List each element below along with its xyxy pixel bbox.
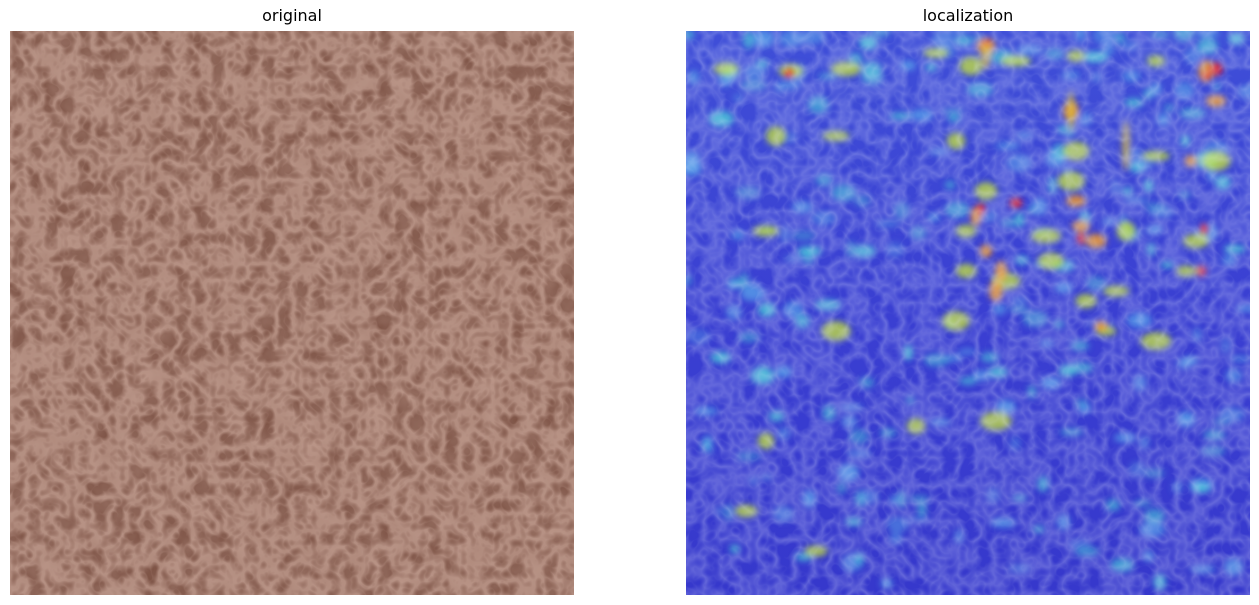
localization-heatmap (686, 31, 1250, 595)
original-title: original (262, 6, 322, 25)
localization-title: localization (922, 6, 1014, 25)
original-image (10, 31, 574, 595)
